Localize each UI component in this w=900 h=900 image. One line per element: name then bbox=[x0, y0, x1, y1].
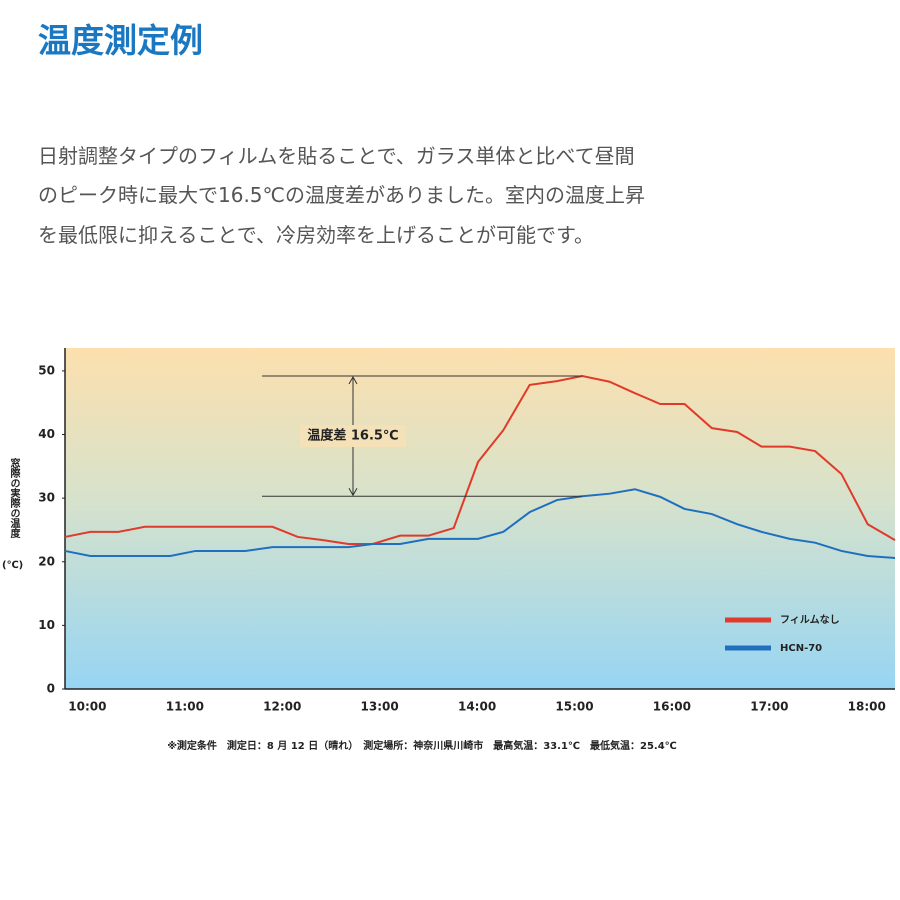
y-tick-label: 20 bbox=[38, 554, 55, 568]
x-tick-label: 18:00 bbox=[848, 700, 886, 714]
x-tick-label: 14:00 bbox=[458, 700, 496, 714]
plot-background bbox=[65, 348, 895, 689]
description-line: のピーク時に最大で16.5℃の温度差がありました。室内の温度上昇 bbox=[38, 183, 645, 207]
y-tick-label: 30 bbox=[38, 491, 55, 505]
data-line bbox=[64, 374, 896, 545]
legend-label: HCN-70 bbox=[780, 643, 822, 654]
y-axis-label: 窓際の実際の温度 bbox=[8, 458, 19, 538]
x-tick-label: 10:00 bbox=[68, 700, 106, 714]
y-tick-label: 40 bbox=[38, 427, 55, 441]
x-tick-label: 15:00 bbox=[555, 700, 593, 714]
x-tick-label: 16:00 bbox=[653, 700, 691, 714]
x-tick-label: 17:00 bbox=[750, 700, 788, 714]
annotation-bg bbox=[300, 425, 406, 447]
data-line bbox=[64, 488, 896, 559]
x-tick-label: 11:00 bbox=[166, 700, 204, 714]
legend-label: フィルムなし bbox=[780, 614, 840, 626]
arrow-head bbox=[348, 375, 358, 385]
y-tick-label: 50 bbox=[38, 363, 55, 377]
y-tick-label: 10 bbox=[38, 618, 55, 632]
arrow-head bbox=[348, 487, 358, 497]
footnote: ※測定条件 測定日：8 月 12 日（晴れ） 測定場所：神奈川県川崎市 最高気温… bbox=[167, 739, 677, 752]
y-tick-label: 0 bbox=[47, 682, 55, 696]
description-line: 日射調整タイプのフィルムを貼ることで、ガラス単体と比べて昼間 bbox=[38, 144, 635, 168]
annotation: 温度差 16.5℃ bbox=[307, 428, 398, 444]
y-axis-unit: (℃) bbox=[2, 560, 24, 571]
page-title: 温度測定例 bbox=[38, 21, 203, 60]
x-tick-label: 13:00 bbox=[361, 700, 399, 714]
description-line: を最低限に抑えることで、冷房効率を上げることが可能です。 bbox=[38, 223, 594, 247]
x-tick-label: 12:00 bbox=[263, 700, 301, 714]
